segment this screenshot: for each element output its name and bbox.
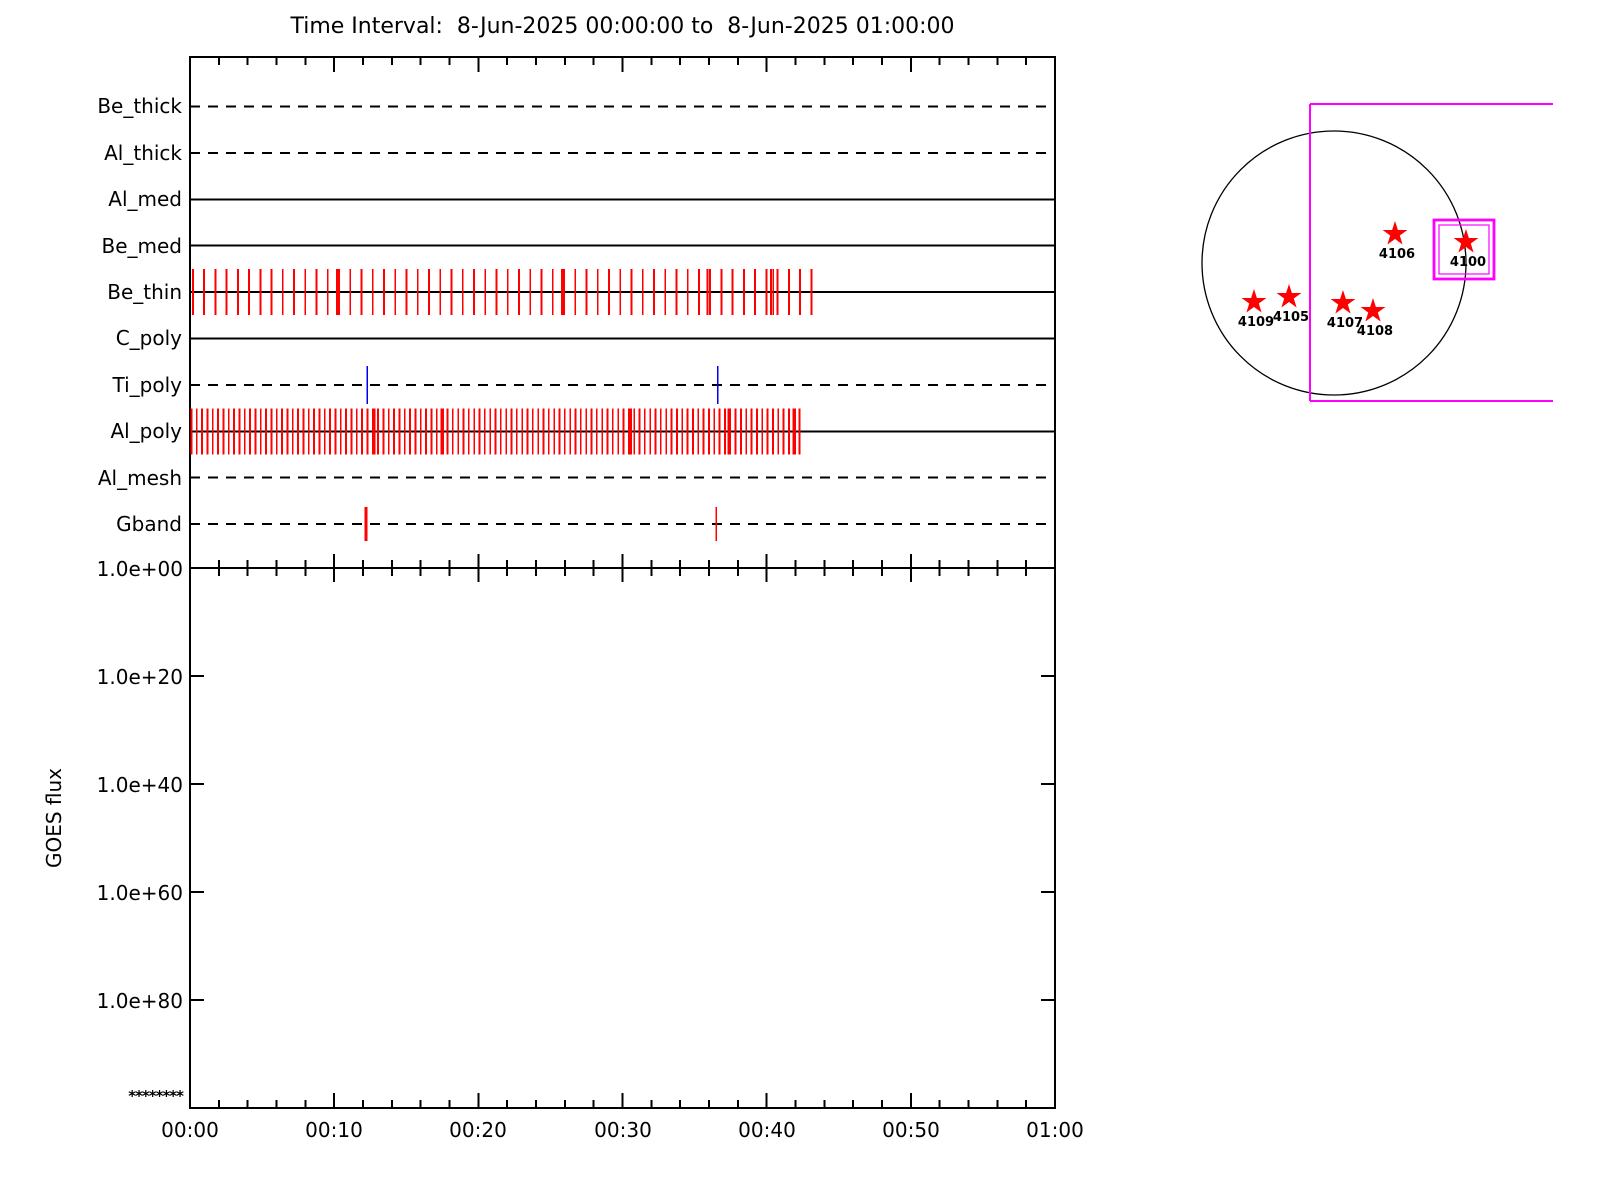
- goes-panel-border: [189, 567, 1056, 1109]
- region-star-label-4106: 4106: [1379, 247, 1415, 262]
- row-label-al-poly: Al_poly: [110, 419, 182, 443]
- row-label-ti-poly: Ti_poly: [112, 373, 182, 397]
- ytick-label-1e60: 1.0e+60: [96, 881, 183, 905]
- fov-small-inner: [1438, 224, 1490, 275]
- row-label-be-thick: Be_thick: [97, 94, 182, 118]
- row-label-al-mesh: Al_mesh: [97, 466, 182, 490]
- region-star-4100: [1453, 229, 1479, 253]
- region-star-4108: [1360, 298, 1386, 322]
- page-title: Time Interval: 8-Jun-2025 00:00:00 to 8-…: [290, 14, 955, 39]
- row-label-gband: Gband: [116, 512, 182, 536]
- row-label-al-thick: Al_thick: [104, 141, 182, 165]
- xtick-label-0100: 01:00: [1026, 1118, 1084, 1142]
- timeline-panel-border: [189, 56, 1056, 569]
- region-star-4106: [1382, 221, 1408, 245]
- row-label-be-med: Be_med: [101, 234, 182, 258]
- solar-disk-circle: [1201, 130, 1467, 396]
- row-label-al-med: Al_med: [108, 187, 182, 211]
- region-star-label-4109: 4109: [1238, 315, 1274, 330]
- xtick-label-0040: 00:40: [738, 1118, 796, 1142]
- xtick-label-0050: 00:50: [882, 1118, 940, 1142]
- region-star-4105: [1276, 284, 1302, 308]
- region-star-label-4108: 4108: [1357, 324, 1393, 339]
- row-label-c-poly: C_poly: [115, 326, 182, 350]
- region-star-4107: [1330, 290, 1356, 314]
- xtick-label-0000: 00:00: [161, 1118, 219, 1142]
- ytick-label-1e80: 1.0e+80: [96, 989, 183, 1013]
- fov-small-outer: [1432, 218, 1496, 281]
- ytick-label-overflow: ********: [128, 1087, 184, 1105]
- ytick-label-1e40: 1.0e+40: [96, 773, 183, 797]
- row-label-be-thin: Be_thin: [107, 280, 182, 304]
- region-star-4109: [1241, 289, 1267, 313]
- region-star-label-4105: 4105: [1273, 310, 1309, 325]
- ytick-label-1e20: 1.0e+20: [96, 665, 183, 689]
- xtick-label-0010: 00:10: [305, 1118, 363, 1142]
- ytick-label-1e00: 1.0e+00: [96, 557, 183, 581]
- xtick-label-0020: 00:20: [449, 1118, 507, 1142]
- region-star-label-4100: 4100: [1450, 255, 1486, 270]
- region-star-label-4107: 4107: [1327, 316, 1363, 331]
- goes-flux-axis-title: GOES flux: [42, 767, 66, 869]
- xtick-label-0030: 00:30: [594, 1118, 652, 1142]
